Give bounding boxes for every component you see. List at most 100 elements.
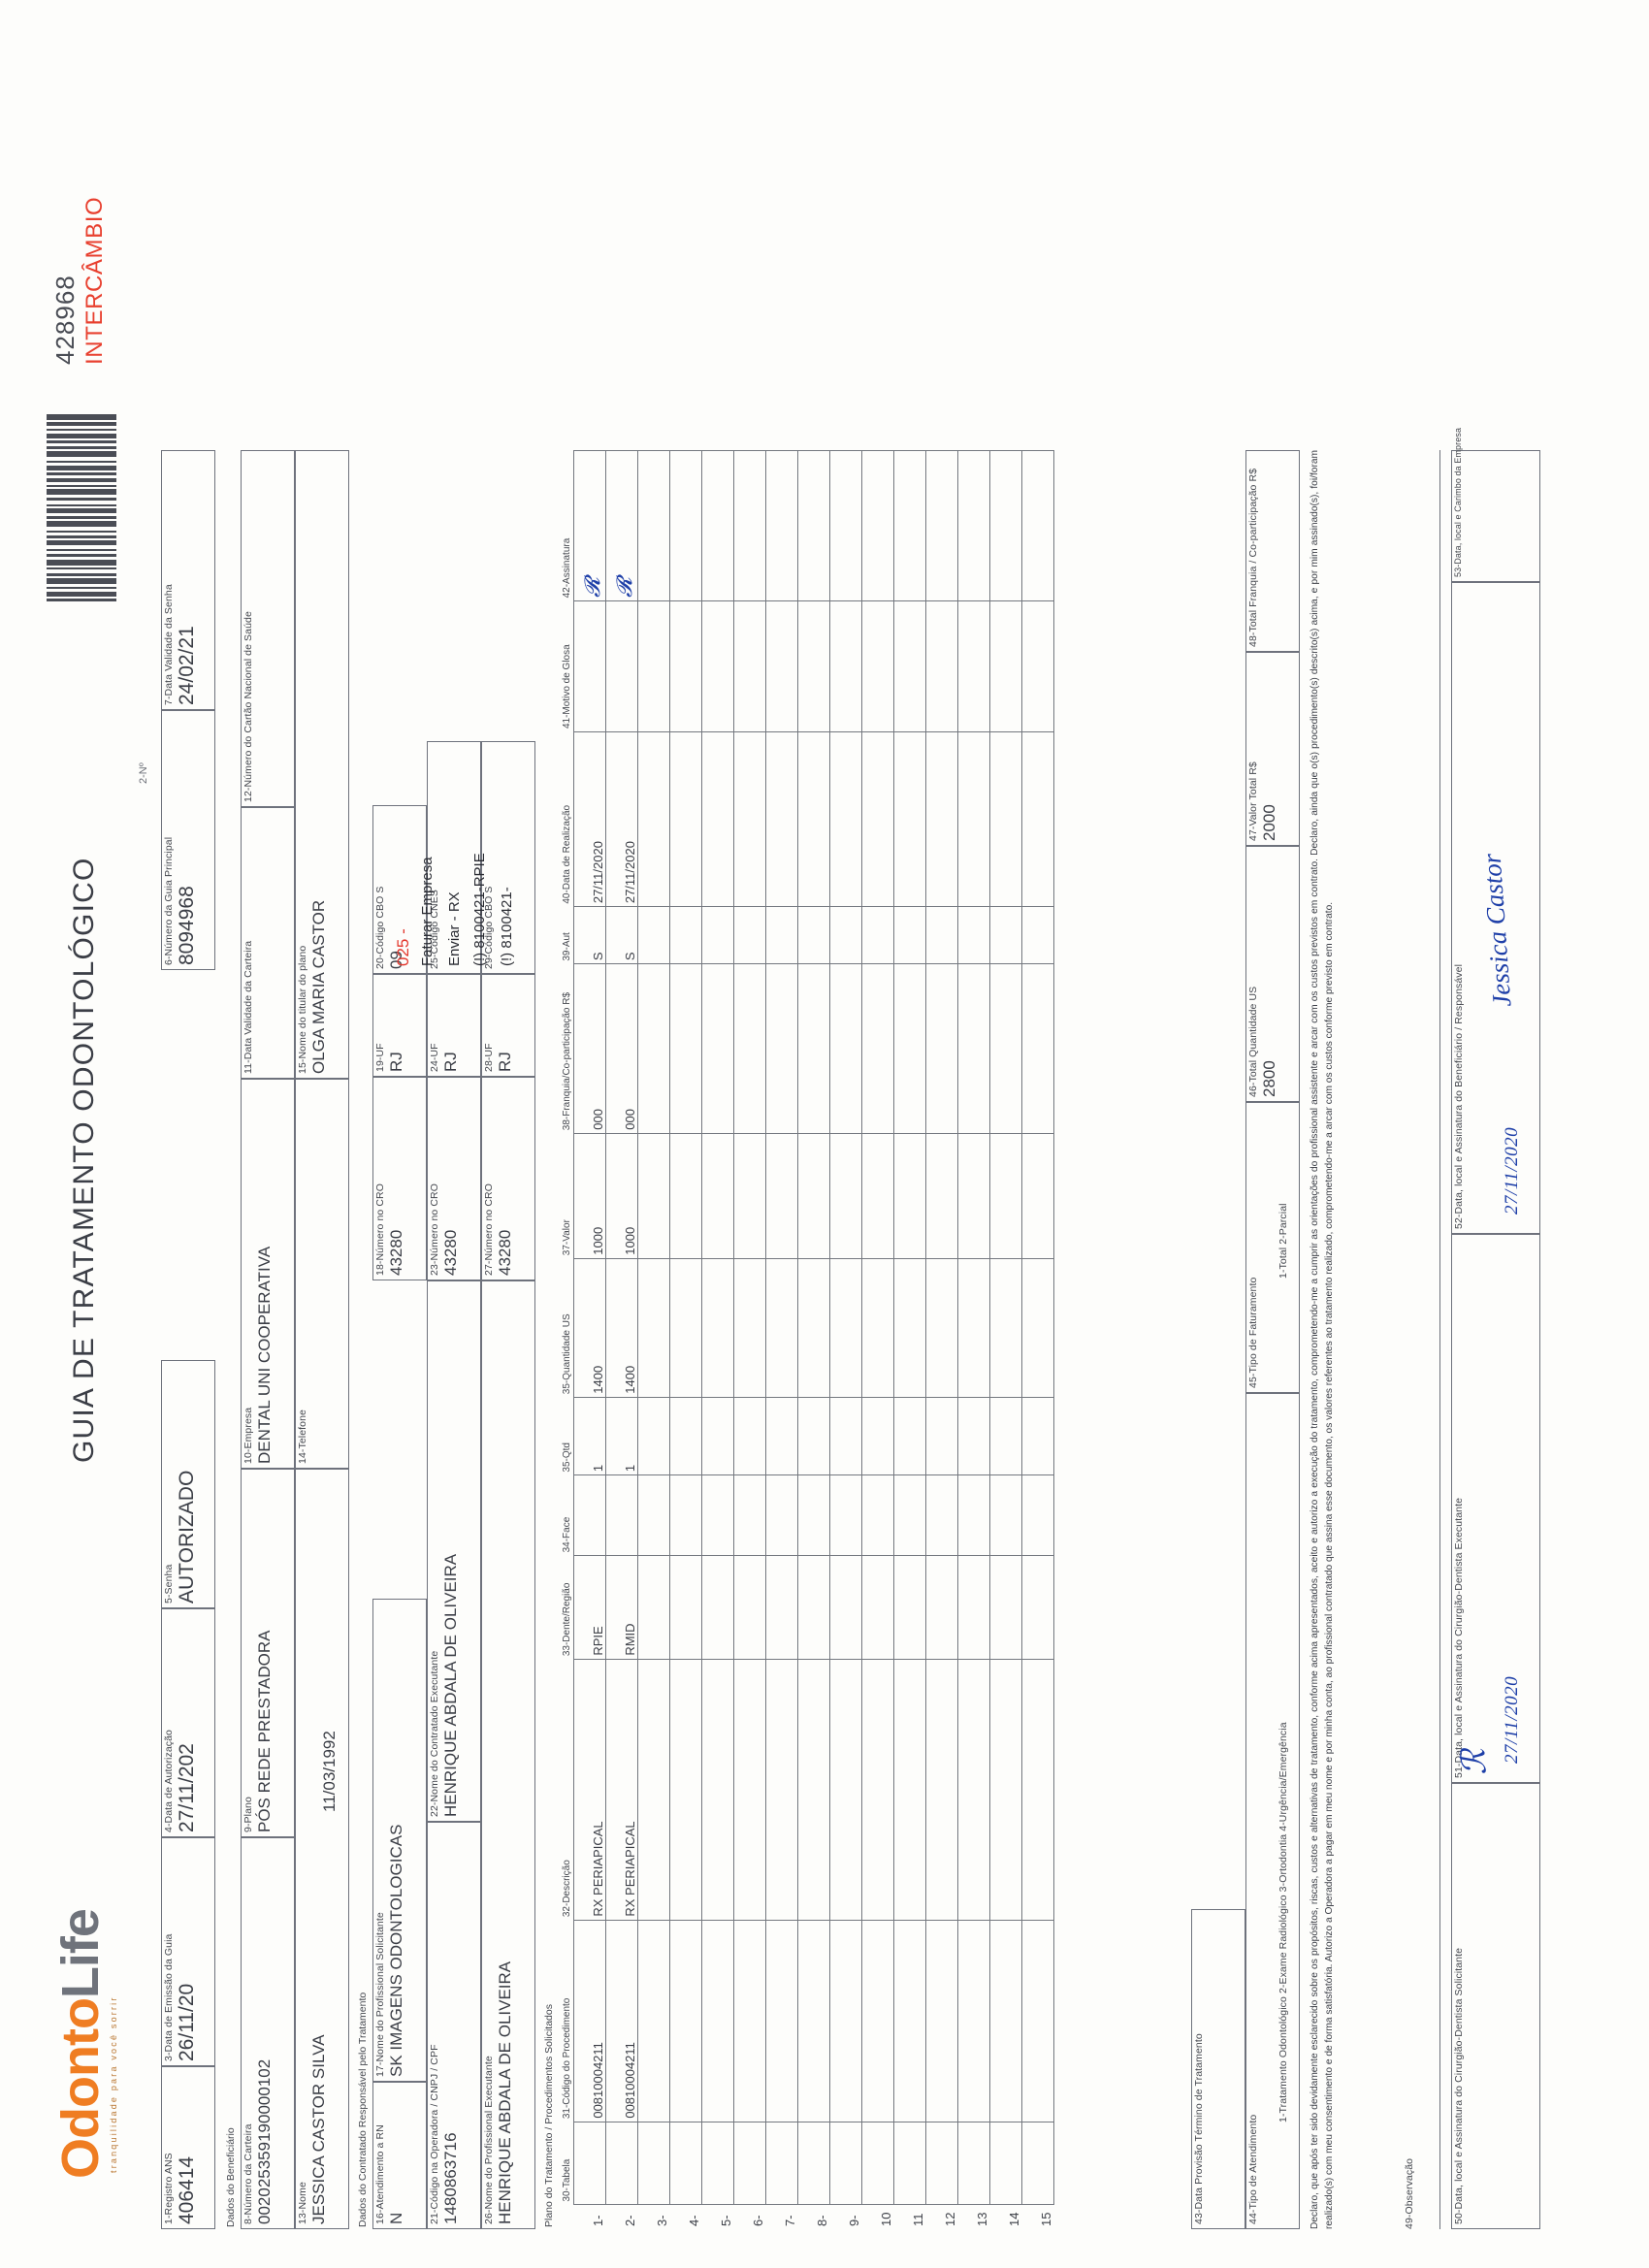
cell-qtd-us[interactable] [893, 1258, 925, 1398]
cell-qtd-us[interactable]: 1400 [573, 1258, 605, 1398]
cell-qtd-us[interactable]: 1400 [605, 1258, 637, 1398]
cell-data[interactable] [669, 731, 701, 907]
cell-valor[interactable] [861, 1133, 893, 1259]
cell-qtd[interactable] [861, 1397, 893, 1475]
cell-dente[interactable] [957, 1555, 989, 1660]
field-total-quantidade-us[interactable]: 46-Total Quantidade US 2800 [1245, 846, 1300, 1102]
cell-valor[interactable] [669, 1133, 701, 1259]
cell-assinatura[interactable] [893, 450, 925, 601]
cell-face[interactable] [701, 1474, 733, 1556]
cell-qtd[interactable] [989, 1397, 1021, 1475]
field-uf-profissional[interactable]: 28-UF RJ [481, 974, 535, 1077]
field-data-previsao-termino[interactable]: 43-Data Provisão Término de Tratamento [1191, 1909, 1245, 2229]
cell-tabela[interactable] [637, 2122, 669, 2205]
cell-qtd[interactable] [733, 1397, 765, 1475]
cell-franquia[interactable] [797, 963, 829, 1134]
cell-assinatura[interactable] [989, 450, 1021, 601]
field-numero-carteira[interactable]: 8-Número da Carteira 002025359190000102 [241, 1837, 295, 2229]
cell-codigo[interactable] [797, 1920, 829, 2122]
table-row[interactable]: 13 [957, 450, 989, 2230]
cell-descricao[interactable] [701, 1659, 733, 1921]
cell-assinatura[interactable]: 𝓡 [573, 450, 605, 601]
table-row[interactable]: 2- 00810004211 RX PERIAPICAL RMID 1 1400 1000 0… [605, 450, 637, 2230]
cell-tabela[interactable] [893, 2122, 925, 2205]
field-numero-cro-solicitante[interactable]: 18-Número no CRO 43280 [372, 1077, 427, 1280]
cell-dente[interactable] [637, 1555, 669, 1660]
cell-descricao[interactable] [893, 1659, 925, 1921]
cell-franquia[interactable] [893, 963, 925, 1134]
field-nome-contratado-executante[interactable]: 22-Nome do Contratado Executante HENRIQU… [427, 1280, 481, 1822]
cell-tabela[interactable] [733, 2122, 765, 2205]
cell-assinatura[interactable] [861, 450, 893, 601]
cell-qtd-us[interactable] [861, 1258, 893, 1398]
cell-franquia[interactable] [925, 963, 957, 1134]
cell-data[interactable] [989, 731, 1021, 907]
cell-tabela[interactable] [861, 2122, 893, 2205]
cell-face[interactable] [957, 1474, 989, 1556]
table-row[interactable]: 8- [797, 450, 829, 2230]
cell-aut[interactable] [893, 906, 925, 964]
cell-glosa[interactable] [893, 600, 925, 732]
cell-glosa[interactable] [925, 600, 957, 732]
cell-dente[interactable] [989, 1555, 1021, 1660]
cell-valor[interactable] [733, 1133, 765, 1259]
cell-aut[interactable] [669, 906, 701, 964]
cell-valor[interactable] [893, 1133, 925, 1259]
cell-face[interactable] [637, 1474, 669, 1556]
cell-face[interactable] [797, 1474, 829, 1556]
field-plano[interactable]: 9-Plano PÓS REDE PRESTADORA [241, 1469, 295, 1837]
cell-valor[interactable]: 1000 [605, 1133, 637, 1259]
table-row[interactable]: 10 [861, 450, 893, 2230]
cell-tabela[interactable] [829, 2122, 861, 2205]
cell-codigo[interactable] [1021, 1920, 1053, 2122]
cell-qtd-us[interactable] [829, 1258, 861, 1398]
cell-qtd[interactable] [797, 1397, 829, 1475]
cell-assinatura[interactable] [797, 450, 829, 601]
field-numero-cro-profissional[interactable]: 27-Número no CRO 43280 [481, 1077, 535, 1280]
cell-aut[interactable] [861, 906, 893, 964]
cell-tabela[interactable] [957, 2122, 989, 2205]
cell-qtd-us[interactable] [765, 1258, 797, 1398]
field-cartao-nacional-saude[interactable]: 12-Número do Cartão Nacional de Saúde [241, 450, 295, 807]
field-data-autorizacao[interactable]: 4-Data de Autorização 27/11/202 [161, 1608, 215, 1837]
cell-dente[interactable] [765, 1555, 797, 1660]
table-row[interactable]: 5- [701, 450, 733, 2230]
cell-descricao[interactable] [1021, 1659, 1053, 1921]
cell-data[interactable] [797, 731, 829, 907]
cell-tabela[interactable] [1021, 2122, 1053, 2205]
cell-codigo[interactable] [893, 1920, 925, 2122]
cell-qtd[interactable]: 1 [573, 1397, 605, 1475]
cell-qtd[interactable] [893, 1397, 925, 1475]
cell-codigo[interactable] [989, 1920, 1021, 2122]
cell-assinatura[interactable] [1021, 450, 1053, 601]
cell-valor[interactable] [989, 1133, 1021, 1259]
cell-glosa[interactable] [605, 600, 637, 732]
cell-glosa[interactable] [733, 600, 765, 732]
table-row[interactable]: 15 [1021, 450, 1053, 2230]
cell-codigo[interactable]: 00810004211 [573, 1920, 605, 2122]
cell-qtd[interactable] [1021, 1397, 1053, 1475]
cell-glosa[interactable] [701, 600, 733, 732]
cell-franquia[interactable] [861, 963, 893, 1134]
cell-face[interactable] [765, 1474, 797, 1556]
cell-descricao[interactable] [637, 1659, 669, 1921]
cell-franquia[interactable] [669, 963, 701, 1134]
field-tipo-atendimento[interactable]: 44-Tipo de Atendimento [1245, 1393, 1300, 2229]
cell-valor[interactable] [957, 1133, 989, 1259]
cell-glosa[interactable] [637, 600, 669, 732]
field-assinatura-solicitante[interactable]: 50-Data, local e Assinatura do Cirurgião… [1451, 1783, 1540, 2229]
cell-tabela[interactable] [701, 2122, 733, 2205]
cell-dente[interactable] [733, 1555, 765, 1660]
field-data-emissao[interactable]: 3-Data de Emissão da Guia 26/11/20 [161, 1837, 215, 2066]
cell-franquia[interactable] [637, 963, 669, 1134]
cell-franquia[interactable]: 000 [605, 963, 637, 1134]
cell-tabela[interactable] [989, 2122, 1021, 2205]
cell-descricao[interactable] [957, 1659, 989, 1921]
cell-codigo[interactable] [829, 1920, 861, 2122]
cell-aut[interactable] [733, 906, 765, 964]
cell-qtd[interactable] [957, 1397, 989, 1475]
table-row[interactable]: 11 [893, 450, 925, 2230]
cell-tabela[interactable] [605, 2122, 637, 2205]
cell-assinatura[interactable] [829, 450, 861, 601]
cell-descricao[interactable] [925, 1659, 957, 1921]
